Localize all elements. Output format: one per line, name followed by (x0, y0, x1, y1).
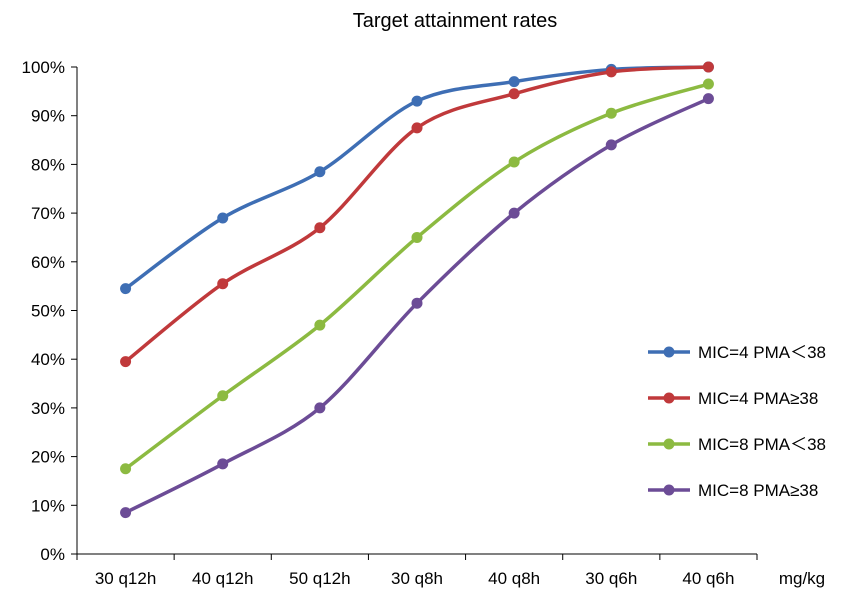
data-point (217, 390, 229, 402)
legend-label: MIC=4 PMA≥38 (698, 389, 818, 408)
data-point (411, 297, 423, 309)
y-tick-label: 0% (40, 545, 65, 564)
legend-item: MIC=8 PMA＜38 (648, 435, 826, 454)
legend-item: MIC=4 PMA＜38 (648, 343, 826, 362)
data-point (120, 356, 132, 368)
data-point (702, 93, 714, 105)
series-4 (120, 93, 714, 519)
data-point (411, 95, 423, 107)
data-point (314, 319, 326, 331)
y-tick-label: 40% (31, 350, 65, 369)
x-tick-label: 40 q8h (488, 569, 540, 588)
legend-swatch-marker (663, 484, 675, 496)
data-point (508, 88, 520, 100)
y-tick-label: 100% (22, 58, 65, 77)
x-tick-label: 30 q12h (95, 569, 156, 588)
legend-label: MIC=4 PMA＜38 (698, 343, 826, 362)
x-tick-label: 40 q12h (192, 569, 253, 588)
data-point (508, 156, 520, 168)
legend-label: MIC=8 PMA≥38 (698, 481, 818, 500)
y-tick-label: 20% (31, 448, 65, 467)
data-point (702, 78, 714, 90)
data-point (314, 402, 326, 414)
series-3 (120, 78, 714, 475)
series-1 (120, 61, 714, 295)
data-point (411, 231, 423, 243)
axes: 0% 10% 20% 30% 40% 50% 60% 70% 80% 90% 100% 30 q12h… (22, 58, 758, 588)
x-tick-label: 50 q12h (289, 569, 350, 588)
x-axis-unit-label: mg/kg (779, 569, 825, 588)
legend-swatch-marker (663, 438, 675, 450)
series-2 (120, 61, 714, 368)
data-point (508, 76, 520, 88)
data-point (217, 458, 229, 470)
y-tick-label: 60% (31, 253, 65, 272)
y-tick-label: 10% (31, 496, 65, 515)
data-point (120, 507, 132, 519)
x-tick-label: 30 q8h (391, 569, 443, 588)
legend-item: MIC=4 PMA≥38 (648, 389, 818, 408)
x-tick-label: 40 q6h (682, 569, 734, 588)
y-tick-label: 50% (31, 302, 65, 321)
data-point (605, 66, 617, 78)
data-point (120, 283, 132, 295)
data-point (605, 107, 617, 119)
series-layer (120, 61, 714, 519)
data-point (411, 122, 423, 134)
legend-swatch-marker (663, 392, 675, 404)
y-tick-label: 80% (31, 155, 65, 174)
legend-item: MIC=8 PMA≥38 (648, 481, 818, 500)
data-point (314, 222, 326, 234)
y-tick-label: 90% (31, 107, 65, 126)
data-point (702, 61, 714, 73)
y-tick-label: 30% (31, 399, 65, 418)
chart-title: Target attainment rates (353, 10, 558, 32)
data-point (217, 278, 229, 290)
legend: MIC=4 PMA＜38 MIC=4 PMA≥38 MIC=8 PMA＜38 MIC=… (648, 343, 826, 500)
series-line (123, 82, 711, 471)
data-point (120, 463, 132, 475)
data-point (314, 166, 326, 178)
data-point (217, 212, 229, 224)
legend-swatch-marker (663, 346, 675, 358)
legend-label: MIC=8 PMA＜38 (698, 435, 826, 454)
data-point (508, 207, 520, 219)
data-point (605, 139, 617, 151)
x-tick-label: 30 q6h (585, 569, 637, 588)
y-tick-label: 70% (31, 204, 65, 223)
